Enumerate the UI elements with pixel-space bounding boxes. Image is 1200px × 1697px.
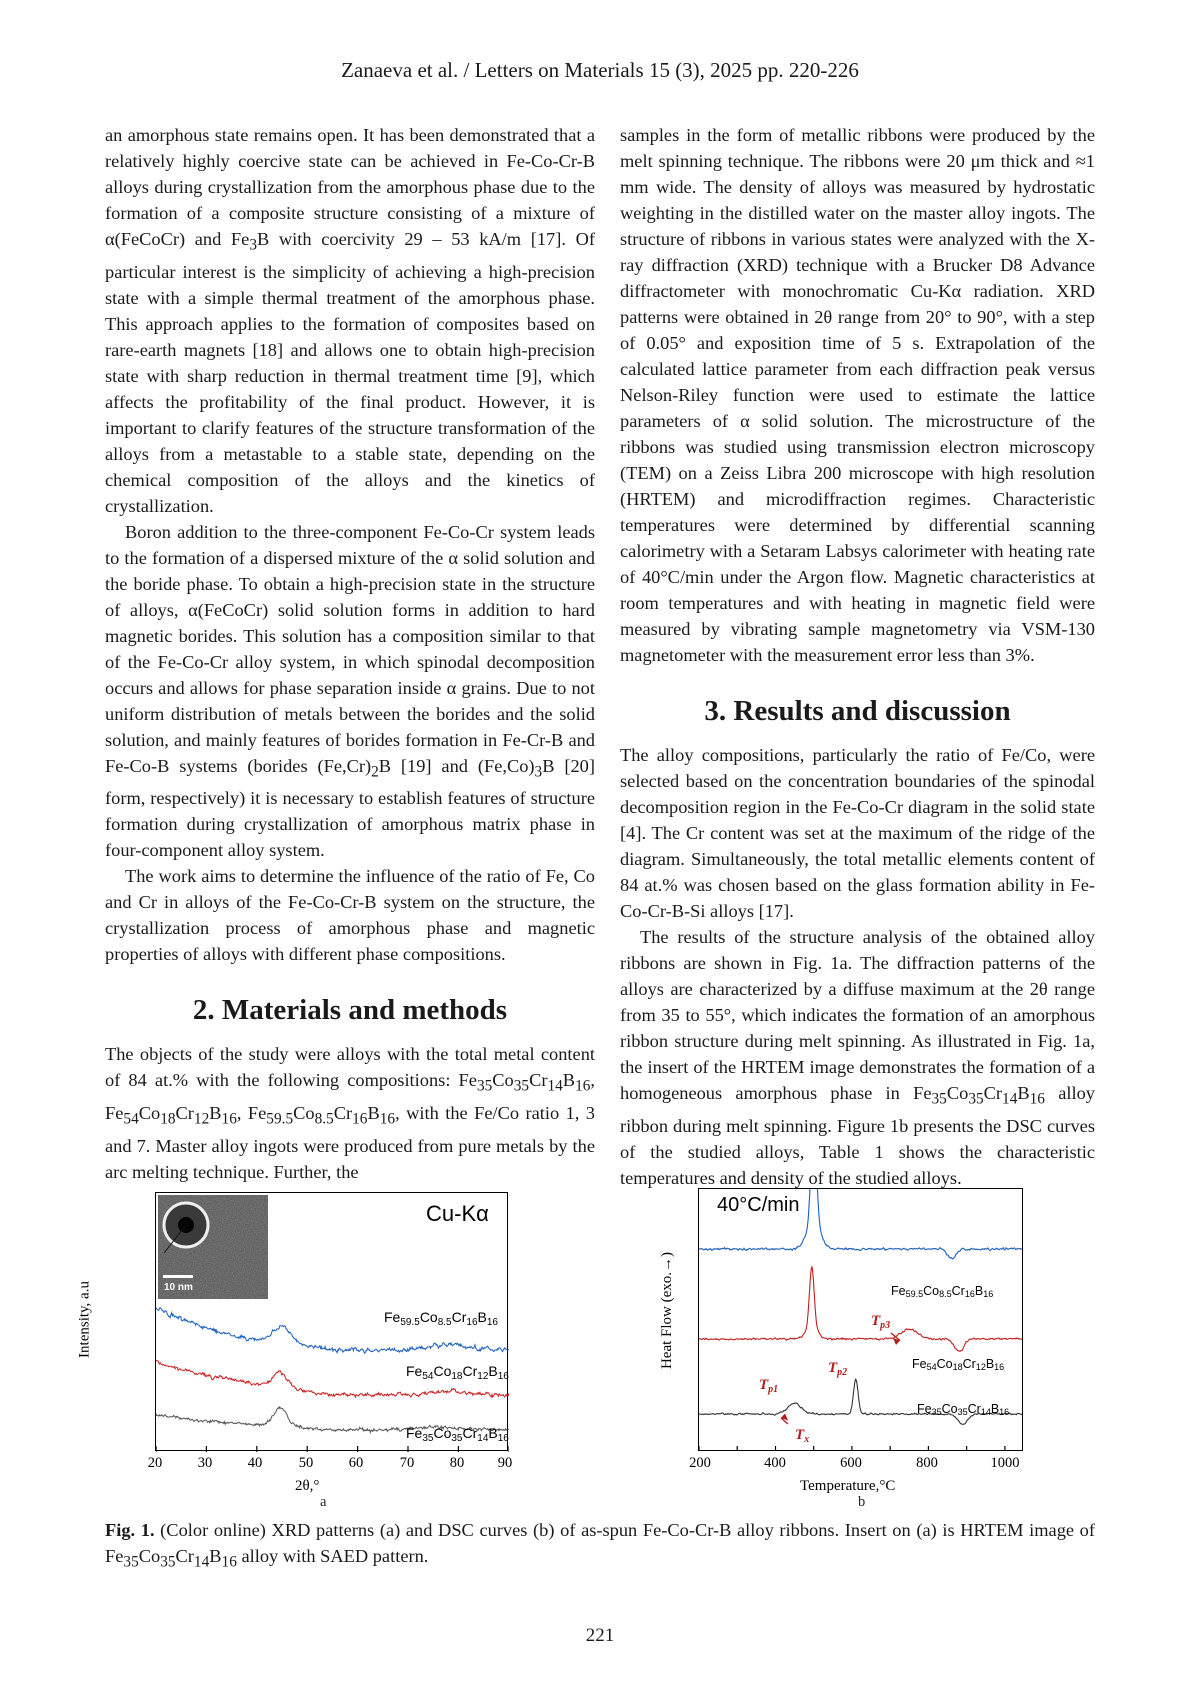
- svg-text:10 nm: 10 nm: [164, 1282, 193, 1293]
